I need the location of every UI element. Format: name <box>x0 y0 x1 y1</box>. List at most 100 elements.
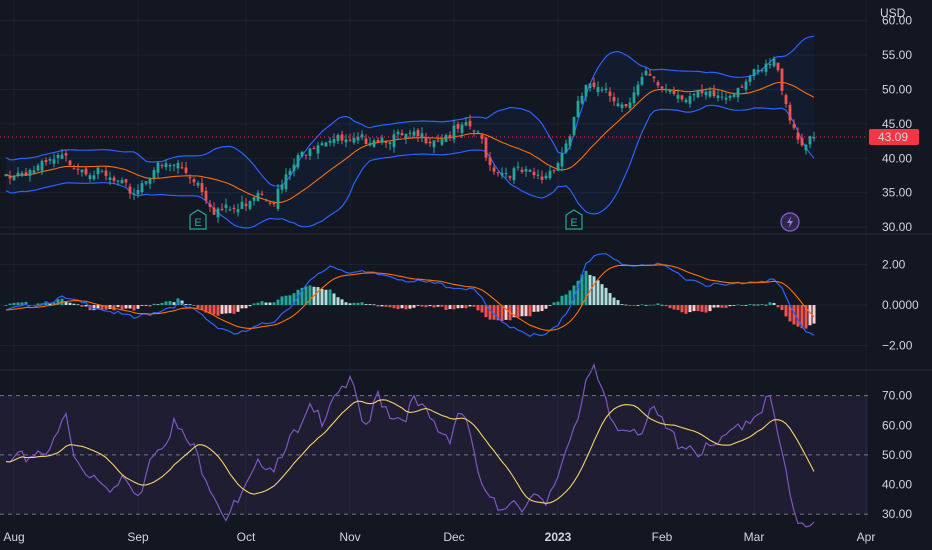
candle-body <box>616 103 620 107</box>
candle-body <box>768 64 772 66</box>
macd-bar <box>28 305 32 306</box>
candle-body <box>152 170 156 179</box>
candle-body <box>524 169 528 172</box>
macd-bar <box>412 305 416 308</box>
candle-body <box>656 82 660 86</box>
macd-bar <box>440 305 444 307</box>
candle-body <box>548 170 552 178</box>
macd-bar <box>144 305 148 306</box>
candle-body <box>316 145 320 154</box>
candle-body <box>196 182 200 186</box>
macd-bar <box>20 302 24 306</box>
candle-body <box>800 137 804 146</box>
candle-body <box>288 170 292 175</box>
candle-body <box>536 174 540 176</box>
macd-bar <box>316 287 320 306</box>
candle-body <box>680 95 684 100</box>
macd-bar <box>300 287 304 306</box>
earnings-badge <box>565 209 583 230</box>
macd-bar <box>32 304 36 306</box>
candle-body <box>372 140 376 147</box>
candle-body <box>188 177 192 179</box>
last-price-value: 43.09 <box>878 130 908 144</box>
candle-body <box>620 104 624 109</box>
candle-body <box>804 144 808 151</box>
macd-bar <box>448 305 452 310</box>
grid <box>0 0 868 520</box>
candle-body <box>756 69 760 72</box>
candle-body <box>28 170 32 176</box>
macd-bar <box>44 301 48 306</box>
candle-body <box>588 83 592 89</box>
currency-label: USD <box>880 6 906 20</box>
candle-body <box>212 207 216 215</box>
macd-bar <box>488 305 492 320</box>
macd-bar <box>344 302 348 306</box>
macd-bar <box>796 305 800 327</box>
time-tick-label: Feb <box>652 530 673 544</box>
candle-body <box>132 193 136 195</box>
macd-bar <box>472 305 476 307</box>
macd-bar <box>716 305 720 308</box>
candle-body <box>468 120 472 127</box>
last-price-tag: 43.09 <box>869 129 919 146</box>
candle-body <box>476 131 480 133</box>
macd-bar <box>140 305 144 306</box>
macd-bar <box>452 305 456 310</box>
candle-body <box>728 95 732 98</box>
lightning-icon[interactable] <box>780 212 800 232</box>
candle-body <box>452 125 456 140</box>
macd-bar <box>220 305 224 314</box>
macd-bar <box>780 305 784 311</box>
macd-bar <box>104 305 108 310</box>
candle-body <box>456 123 460 129</box>
macd-bar <box>736 304 740 306</box>
earnings-marker[interactable]: E <box>189 209 207 230</box>
macd-bar <box>540 305 544 312</box>
macd-bar <box>492 305 496 320</box>
candle-body <box>400 133 404 136</box>
macd-bar <box>348 303 352 306</box>
macd-bar <box>468 305 472 307</box>
candle-body <box>48 159 52 161</box>
macd-bar <box>732 305 736 306</box>
candle-body <box>272 202 276 205</box>
candle-body <box>228 209 232 211</box>
candle-body <box>444 135 448 142</box>
macd-bar <box>688 305 692 313</box>
price-axis[interactable]: USD 60.00 55.00 50.00 45.00 40.00 35.00 30.00 2… <box>880 6 919 521</box>
candle-body <box>56 154 60 158</box>
rsi-tick-label: 40.00 <box>882 477 912 491</box>
candle-body <box>116 180 120 182</box>
candle-body <box>544 175 548 179</box>
macd-signal-line <box>5 264 815 331</box>
candle-body <box>644 70 648 76</box>
rsi-ma-line <box>5 399 815 504</box>
macd-bar <box>72 303 76 306</box>
candle-body <box>472 130 476 132</box>
rsi-panel[interactable] <box>5 363 815 528</box>
candle-body <box>80 169 84 173</box>
macd-bar <box>324 289 328 306</box>
macd-bar <box>636 305 640 306</box>
macd-bar <box>784 305 788 317</box>
macd-bar <box>336 297 340 306</box>
earnings-badge <box>189 209 207 230</box>
candle-body <box>380 137 384 143</box>
macd-bar <box>368 304 372 306</box>
macd-bar <box>224 305 228 314</box>
earnings-marker[interactable]: E <box>565 209 583 230</box>
macd-bar <box>592 276 596 306</box>
macd-bar <box>700 305 704 312</box>
candle-body <box>64 153 68 156</box>
candle-body <box>112 177 116 181</box>
macd-bar <box>672 305 676 310</box>
macd-bar <box>36 303 40 306</box>
candle-body <box>308 148 312 157</box>
macd-bar <box>704 305 708 313</box>
candle-body <box>812 137 816 139</box>
macd-panel[interactable] <box>4 253 816 338</box>
macd-bar <box>776 305 780 308</box>
time-axis[interactable]: Aug Sep Oct Nov Dec 2023 Feb Mar Apr <box>3 530 875 544</box>
